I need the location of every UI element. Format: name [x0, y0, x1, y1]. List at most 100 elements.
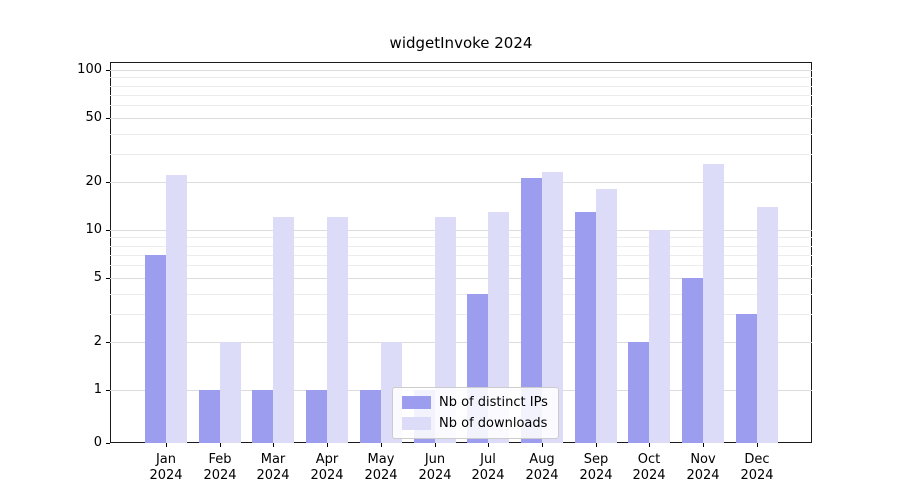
bar-distinct-ips-apr	[306, 390, 327, 443]
major-gridline	[110, 182, 812, 183]
bar-distinct-ips-aug	[521, 178, 542, 443]
bar-distinct-ips-mar	[252, 390, 273, 443]
legend-label-downloads: Nb of downloads	[439, 416, 548, 431]
minor-gridline	[110, 95, 812, 96]
bar-downloads-jul	[488, 212, 509, 443]
major-gridline	[110, 230, 812, 231]
x-tick	[703, 443, 704, 447]
x-tick	[488, 443, 489, 447]
x-tick	[381, 443, 382, 447]
minor-gridline	[110, 246, 812, 247]
y-tick-label: 20	[85, 174, 102, 189]
x-tick-year: 2024	[740, 468, 774, 483]
bar-downloads-feb	[220, 342, 241, 443]
x-tick-label: Jan 2024	[139, 452, 193, 484]
y-tick	[106, 182, 110, 183]
bar-downloads-dec	[757, 207, 778, 443]
minor-gridline	[110, 77, 812, 78]
x-tick-month: Apr	[315, 452, 339, 467]
x-tick-label: Apr 2024	[300, 452, 354, 484]
y-tick	[106, 70, 110, 71]
x-tick	[596, 443, 597, 447]
bar-distinct-ips-dec	[736, 314, 757, 443]
x-tick-month: Dec	[744, 452, 770, 467]
minor-gridline	[110, 237, 812, 238]
x-tick-label: Sep 2024	[569, 452, 623, 484]
x-tick-label: Aug 2024	[515, 452, 569, 484]
x-tick-year: 2024	[256, 468, 290, 483]
x-tick-month: Jun	[424, 452, 446, 467]
y-tick	[106, 278, 110, 279]
x-tick	[327, 443, 328, 447]
x-tick-year: 2024	[149, 468, 183, 483]
plot-area	[110, 62, 812, 443]
x-tick-month: Jul	[480, 452, 496, 467]
y-tick-label: 1	[93, 382, 102, 397]
x-tick-year: 2024	[203, 468, 237, 483]
minor-gridline	[110, 134, 812, 135]
y-tick	[106, 230, 110, 231]
x-tick-year: 2024	[686, 468, 720, 483]
x-tick	[166, 443, 167, 447]
x-tick-year: 2024	[632, 468, 666, 483]
x-tick-year: 2024	[525, 468, 559, 483]
bar-downloads-jun	[435, 217, 456, 443]
legend-label-distinct-ips: Nb of distinct IPs	[439, 395, 548, 410]
bar-downloads-mar	[273, 217, 294, 443]
bar-distinct-ips-nov	[682, 278, 703, 443]
legend-swatch-distinct-ips	[402, 396, 431, 409]
y-tick	[106, 443, 110, 444]
y-tick	[106, 118, 110, 119]
y-tick-label: 50	[85, 110, 102, 125]
minor-gridline	[110, 86, 812, 87]
legend: Nb of distinct IPs Nb of downloads	[392, 387, 559, 439]
bar-downloads-oct	[649, 230, 670, 443]
x-tick-year: 2024	[364, 468, 398, 483]
minor-gridline	[110, 154, 812, 155]
x-tick-year: 2024	[471, 468, 505, 483]
y-tick-label: 0	[93, 435, 102, 450]
y-tick-label: 5	[93, 270, 102, 285]
legend-item-downloads: Nb of downloads	[402, 416, 548, 431]
y-tick	[106, 390, 110, 391]
minor-gridline	[110, 294, 812, 295]
major-gridline	[110, 342, 812, 343]
legend-swatch-downloads	[402, 417, 431, 430]
minor-gridline	[110, 255, 812, 256]
major-gridline	[110, 118, 812, 119]
x-tick-month: Sep	[583, 452, 609, 467]
x-tick-month: May	[367, 452, 395, 467]
bar-distinct-ips-oct	[628, 342, 649, 443]
x-tick-label: Oct 2024	[622, 452, 676, 484]
y-tick-label: 10	[85, 222, 102, 237]
minor-gridline	[110, 314, 812, 315]
x-tick-year: 2024	[418, 468, 452, 483]
bar-downloads-nov	[703, 164, 724, 443]
x-tick-label: Feb 2024	[193, 452, 247, 484]
x-tick-month: Jan	[155, 452, 177, 467]
x-tick-month: Aug	[529, 452, 555, 467]
x-tick-label: Dec 2024	[730, 452, 784, 484]
x-tick-label: Mar 2024	[246, 452, 300, 484]
chart-title: widgetInvoke 2024	[389, 34, 533, 52]
legend-item-distinct-ips: Nb of distinct IPs	[402, 395, 548, 410]
bar-distinct-ips-feb	[199, 390, 220, 443]
major-gridline	[110, 70, 812, 71]
bar-distinct-ips-jan	[145, 255, 166, 443]
minor-gridline	[110, 105, 812, 106]
y-tick-label: 2	[93, 334, 102, 349]
x-tick-label: Jun 2024	[408, 452, 462, 484]
x-tick-year: 2024	[310, 468, 344, 483]
x-tick	[649, 443, 650, 447]
x-tick-month: Mar	[260, 452, 286, 467]
major-gridline	[110, 278, 812, 279]
x-tick-label: May 2024	[354, 452, 408, 484]
x-tick-label: Jul 2024	[461, 452, 515, 484]
x-tick	[542, 443, 543, 447]
x-tick-month: Oct	[637, 452, 661, 467]
x-tick	[220, 443, 221, 447]
x-tick	[435, 443, 436, 447]
y-tick	[106, 342, 110, 343]
x-tick-month: Feb	[208, 452, 232, 467]
